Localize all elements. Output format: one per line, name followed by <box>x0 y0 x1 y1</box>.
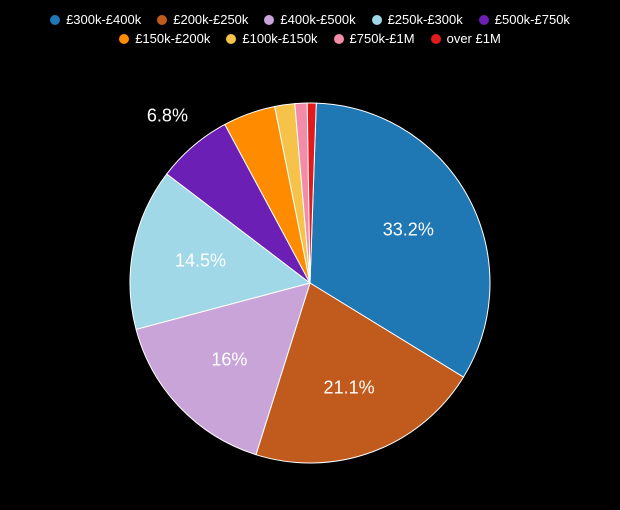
legend-item: £500k-£750k <box>479 12 570 27</box>
legend-item: £150k-£200k <box>119 31 210 46</box>
pie-svg <box>0 48 620 488</box>
legend-marker <box>479 15 489 25</box>
legend-marker <box>431 34 441 44</box>
legend-label: £250k-£300k <box>388 12 463 27</box>
legend-marker <box>157 15 167 25</box>
legend-label: £150k-£200k <box>135 31 210 46</box>
legend-label: £400k-£500k <box>280 12 355 27</box>
legend-item: over £1M <box>431 31 501 46</box>
legend-marker <box>50 15 60 25</box>
legend-label: £750k-£1M <box>350 31 415 46</box>
legend-marker <box>226 34 236 44</box>
legend-label: £100k-£150k <box>242 31 317 46</box>
legend-label: £300k-£400k <box>66 12 141 27</box>
legend-item: £400k-£500k <box>264 12 355 27</box>
legend-item: £250k-£300k <box>372 12 463 27</box>
legend-item: £200k-£250k <box>157 12 248 27</box>
legend-item: £750k-£1M <box>334 31 415 46</box>
pie-chart: 33.2%21.1%16%14.5%6.8% <box>0 48 620 488</box>
legend-item: £100k-£150k <box>226 31 317 46</box>
legend: £300k-£400k £200k-£250k £400k-£500k £250k-£… <box>0 0 620 48</box>
legend-item: £300k-£400k <box>50 12 141 27</box>
legend-marker <box>334 34 344 44</box>
legend-label: over £1M <box>447 31 501 46</box>
legend-label: £500k-£750k <box>495 12 570 27</box>
legend-marker <box>264 15 274 25</box>
legend-marker <box>119 34 129 44</box>
legend-label: £200k-£250k <box>173 12 248 27</box>
legend-marker <box>372 15 382 25</box>
